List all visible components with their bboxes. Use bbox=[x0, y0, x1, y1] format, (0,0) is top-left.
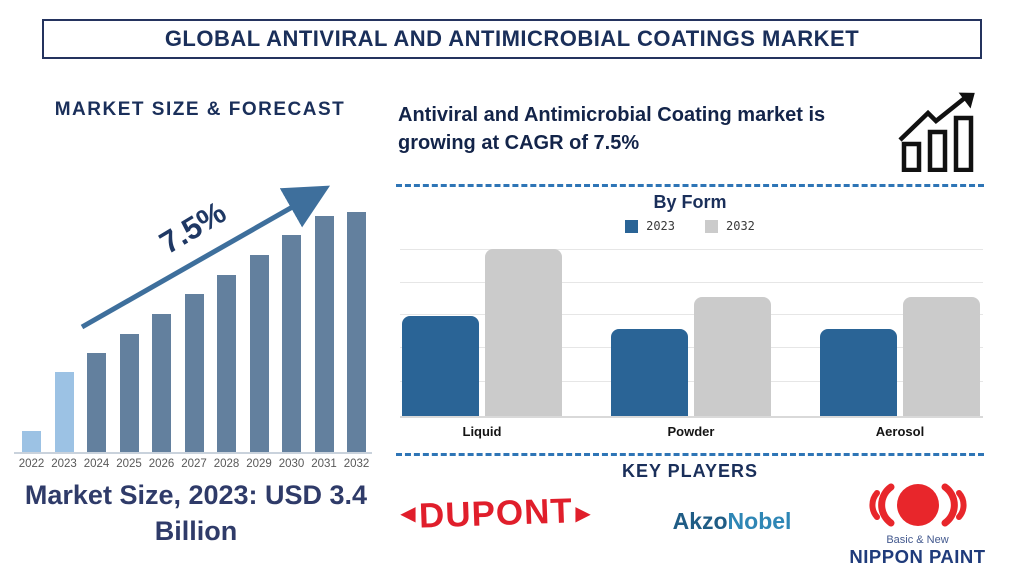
forecast-bar-2023 bbox=[54, 372, 74, 452]
byform-bar-2023-aerosol bbox=[820, 329, 897, 416]
byform-bar-2023-powder bbox=[611, 329, 688, 416]
akzo-text: Akzo bbox=[672, 508, 728, 534]
legend-label: 2032 bbox=[726, 219, 755, 233]
forecast-year-label: 2022 bbox=[18, 458, 45, 470]
growth-note: Antiviral and Antimicrobial Coating mark… bbox=[398, 104, 826, 155]
forecast-year-label: 2032 bbox=[343, 458, 370, 470]
forecast-year-label: 2030 bbox=[278, 458, 305, 470]
dupont-logo: ◀ DUPONT ▶ bbox=[398, 491, 593, 536]
forecast-bar-chart bbox=[14, 200, 372, 454]
nippon-wordmark: NIPPON PAINT bbox=[849, 546, 986, 567]
growth-chart-icon bbox=[898, 92, 975, 172]
dupont-left-mark-icon: ◀ bbox=[400, 503, 416, 525]
gridline bbox=[400, 314, 983, 315]
gridline bbox=[400, 282, 983, 283]
forecast-bar-2027 bbox=[184, 294, 204, 452]
forecast-year-axis: 2022 2023 2024 2025 2026 2027 2028 2029 2030 2031… bbox=[14, 458, 372, 474]
forecast-year-label: 2031 bbox=[311, 458, 337, 470]
growth-arrow bbox=[80, 185, 331, 330]
nippon-subtext: Basic & New bbox=[886, 534, 949, 546]
byform-bar-chart bbox=[400, 249, 983, 418]
byform-category-label: Powder bbox=[667, 424, 715, 439]
forecast-bar-2022 bbox=[22, 431, 41, 452]
byform-title: By Form bbox=[653, 192, 727, 212]
akzonobel-logo: AkzoNobel bbox=[652, 508, 812, 535]
legend-item-2023: 2023 bbox=[625, 219, 675, 233]
nippon-paint-logo: Basic & New NIPPON PAINT bbox=[845, 479, 990, 568]
byform-bar-2032-aerosol bbox=[903, 297, 980, 416]
forecast-year-label: 2028 bbox=[213, 458, 240, 470]
forecast-year-label: 2025 bbox=[116, 458, 142, 470]
dupont-right-mark-icon: ▶ bbox=[575, 503, 591, 525]
legend-swatch-icon bbox=[625, 219, 639, 233]
byform-legend: 2023 2032 bbox=[396, 219, 984, 233]
forecast-bar-2029 bbox=[249, 255, 269, 452]
forecast-bar-2030 bbox=[282, 235, 301, 452]
forecast-year-label: 2029 bbox=[246, 458, 272, 470]
gridline bbox=[400, 347, 983, 348]
page-title: GLOBAL ANTIVIRAL AND ANTIMICROBIAL COATI… bbox=[164, 26, 860, 51]
market-size-heading: MARKET SIZE & FORECAST bbox=[54, 99, 346, 120]
legend-item-2032: 2032 bbox=[705, 219, 755, 233]
forecast-year-label: 2024 bbox=[83, 458, 110, 470]
dashed-divider-bottom bbox=[396, 453, 984, 456]
forecast-year-label: 2026 bbox=[148, 458, 175, 470]
title-banner: GLOBAL ANTIVIRAL AND ANTIMICROBIAL COATI… bbox=[42, 19, 982, 59]
gridline bbox=[400, 381, 983, 382]
key-players-heading: KEY PLAYERS bbox=[621, 461, 759, 481]
byform-category-label: Liquid bbox=[462, 424, 502, 439]
market-size-caption: Market Size, 2023: USD 3.4 Billion bbox=[24, 480, 368, 546]
forecast-bar-2028 bbox=[217, 275, 236, 452]
gridline bbox=[400, 249, 983, 250]
legend-label: 2023 bbox=[646, 219, 675, 233]
byform-bar-2032-liquid bbox=[485, 249, 562, 416]
nippon-paint-emblem-icon bbox=[868, 483, 967, 527]
forecast-bar-2032 bbox=[347, 212, 366, 452]
byform-bar-2032-powder bbox=[694, 297, 771, 416]
legend-swatch-icon bbox=[705, 219, 718, 233]
forecast-bar-2031 bbox=[314, 216, 334, 452]
forecast-bar-2026 bbox=[152, 314, 171, 452]
byform-bar-2023-liquid bbox=[402, 316, 479, 416]
forecast-bar-2025 bbox=[119, 334, 139, 452]
dupont-wordmark: DUPONT bbox=[417, 491, 574, 536]
byform-category-label: Aerosol bbox=[875, 424, 925, 439]
forecast-year-label: 2027 bbox=[181, 458, 207, 470]
nobel-text: Nobel bbox=[727, 508, 792, 534]
forecast-year-label: 2023 bbox=[51, 458, 77, 470]
byform-category-axis: Liquid Powder Aerosol bbox=[400, 424, 983, 442]
forecast-bar-2024 bbox=[87, 353, 106, 452]
dashed-divider-top bbox=[396, 184, 984, 187]
